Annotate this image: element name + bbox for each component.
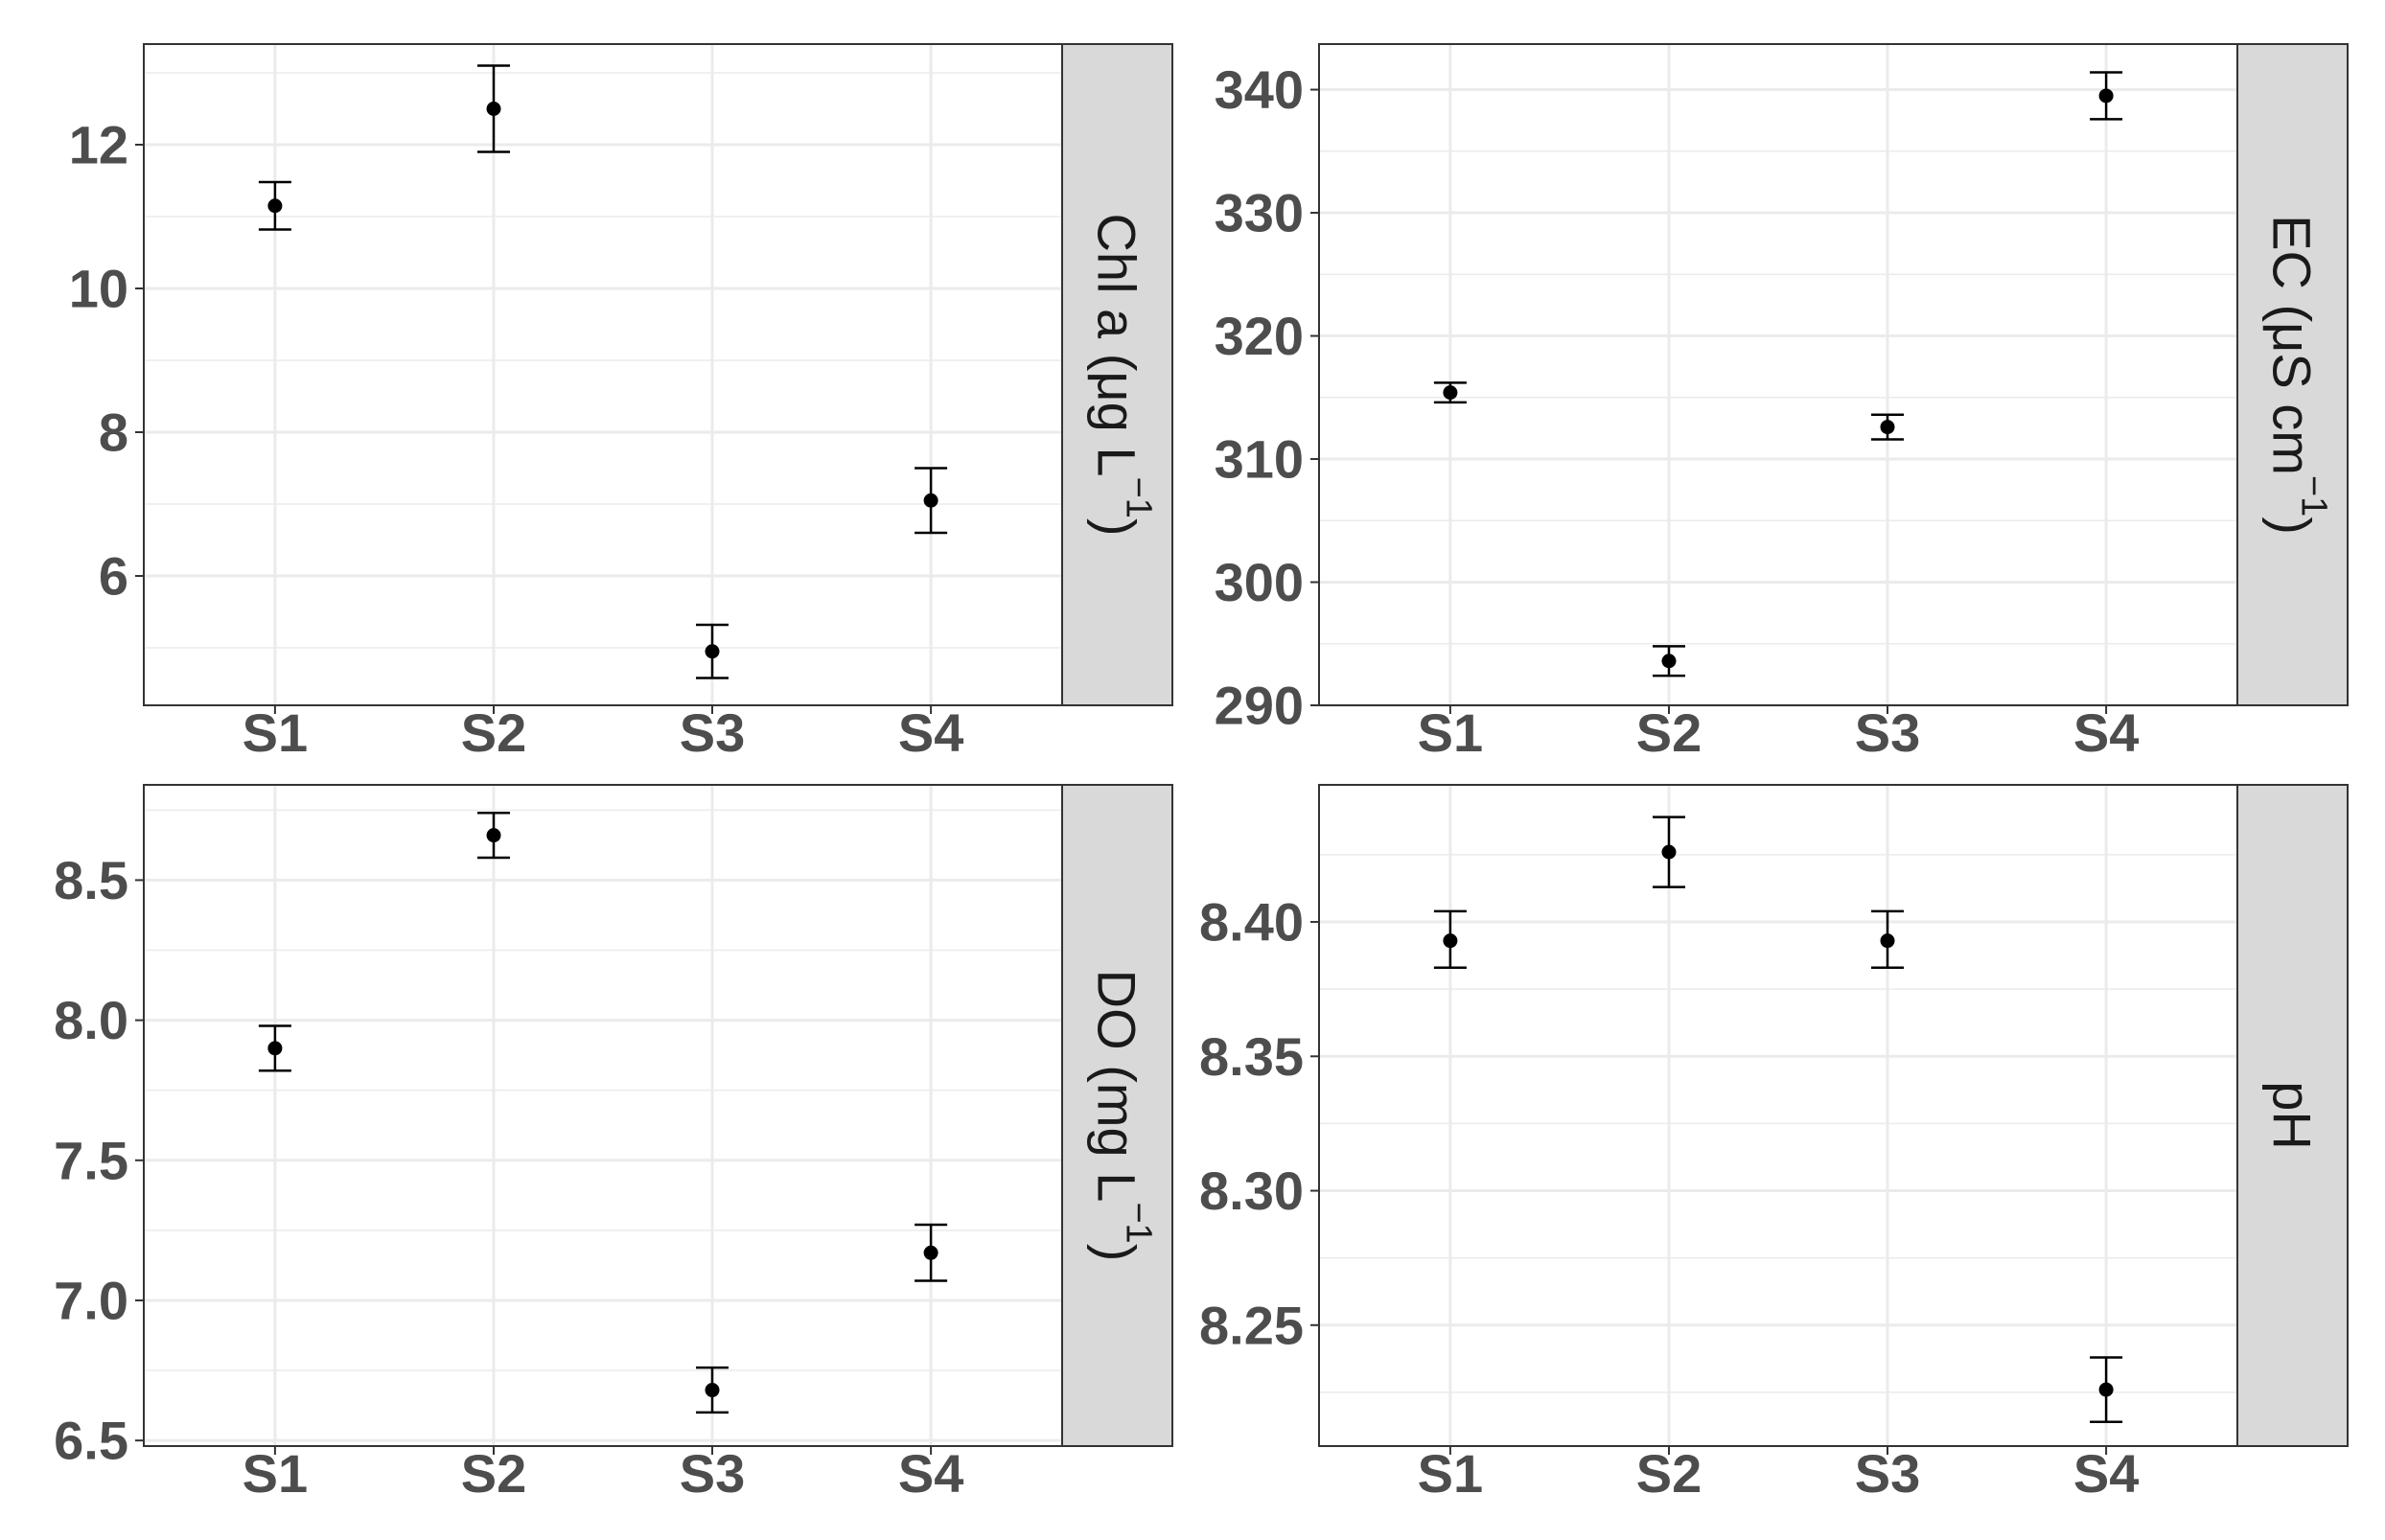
data-point-S1 [1443,385,1458,401]
x-tick-label-S4: S4 [2073,702,2140,763]
data-point-S3 [1880,933,1895,949]
data-point-S4 [2098,88,2114,103]
x-tick-label-S3: S3 [680,1443,746,1504]
panel-background [1319,785,2237,1446]
y-tick-label: 12 [69,115,128,175]
y-tick-label: 10 [69,259,128,319]
y-tick-label: 310 [1215,429,1304,490]
y-tick-label: 8.30 [1199,1161,1304,1221]
data-point-S1 [1443,933,1458,949]
x-tick-label-S4: S4 [2073,1443,2140,1504]
y-tick-label: 8 [99,402,128,463]
x-tick-label-S1: S1 [243,1443,309,1504]
y-tick-label: 330 [1215,183,1304,243]
data-point-S4 [923,1245,938,1260]
data-point-S3 [705,644,720,659]
data-point-S3 [705,1383,720,1398]
facet-strip [1061,43,1173,706]
data-point-S1 [267,198,283,214]
y-tick-label: 8.25 [1199,1295,1304,1355]
panel-4: pH 8.25 8.30 8.35 8.40 S1 S2 S3 S4 [1199,784,2349,1504]
data-point-S2 [1661,654,1677,669]
data-point-S1 [267,1041,283,1056]
y-tick-label: 8.35 [1199,1026,1304,1087]
data-point-S2 [1661,844,1677,860]
panel-background [144,785,1062,1446]
facet-strip-label: EC (μS cm−1) [2262,215,2334,535]
facet-strip [1061,784,1173,1447]
x-tick-label-S1: S1 [243,702,309,763]
y-tick-label: 8.40 [1199,892,1304,953]
x-tick-label-S3: S3 [680,702,746,763]
facet-strip [2236,43,2349,706]
facet-strip [2236,784,2349,1447]
x-tick-label-S4: S4 [898,1443,964,1504]
y-tick-label: 320 [1215,306,1304,366]
x-tick-label-S2: S2 [461,1443,527,1504]
x-tick-label-S4: S4 [898,702,964,763]
panel-2: EC (μS cm−1) 290 300 310 320 330 340 S1 S2 S3 S4 [1215,43,2349,763]
data-point-S4 [923,493,938,508]
y-tick-label: 8.0 [54,990,128,1050]
x-tick-label-S2: S2 [461,702,527,763]
x-tick-label-S1: S1 [1418,1443,1484,1504]
x-tick-label-S2: S2 [1636,1443,1702,1504]
x-tick-label-S1: S1 [1418,702,1484,763]
x-tick-label-S2: S2 [1636,702,1702,763]
y-tick-label: 290 [1215,676,1304,736]
y-tick-label: 8.5 [54,850,128,910]
data-point-S3 [1880,420,1895,435]
y-tick-label: 6.5 [54,1411,128,1471]
y-tick-label: 7.0 [54,1270,128,1330]
facet-strip-label: Chl a (μg L−1) [1087,213,1159,536]
panel-background [1319,44,2237,705]
data-point-S2 [486,828,501,843]
y-tick-label: 300 [1215,552,1304,612]
data-point-S4 [2098,1382,2114,1397]
x-tick-label-S3: S3 [1855,702,1921,763]
panel-background [144,44,1062,705]
data-point-S2 [486,102,501,116]
facet-strip-label: pH [2262,1081,2323,1150]
y-tick-label: 6 [99,546,128,607]
y-tick-label: 7.5 [54,1130,128,1190]
y-tick-label: 340 [1215,59,1304,120]
x-tick-label-S3: S3 [1855,1443,1921,1504]
facet-strip-label: DO (mg L−1) [1087,970,1159,1262]
panel-3: DO (mg L−1) 6.5 7.0 7.5 8.0 8.5 S1 S2 S3 S4 [54,784,1173,1504]
panel-1: Chl a (μg L−1) 6 8 10 12 S1 S2 S3 S4 [69,43,1173,763]
